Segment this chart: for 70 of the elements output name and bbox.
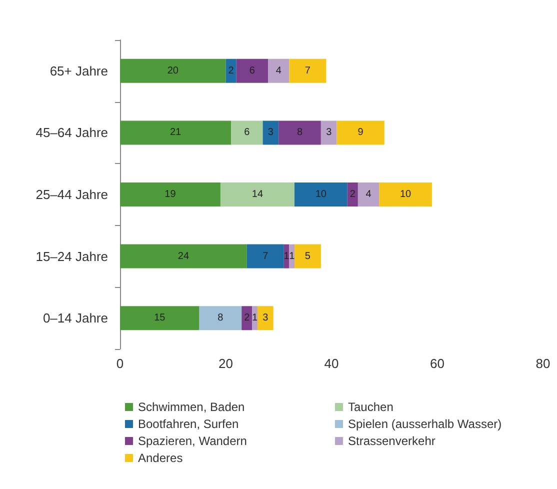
data-label: 24 — [178, 250, 190, 262]
bar — [268, 58, 290, 83]
data-label: 6 — [249, 65, 256, 76]
bar — [294, 244, 321, 268]
data-label: 6 — [244, 127, 250, 138]
bar — [336, 120, 384, 145]
bar — [120, 58, 226, 83]
legend-label: Bootfahren, Surfen — [138, 417, 239, 431]
bar — [257, 306, 274, 330]
data-label: 20 — [167, 65, 179, 76]
data-label: 9 — [358, 127, 364, 138]
bar — [242, 306, 252, 330]
data-label: 1 — [284, 250, 290, 262]
data-label: 8 — [296, 127, 303, 138]
data-label: 2 — [244, 312, 250, 324]
y-tick-label: 0–14 Jahre — [42, 310, 108, 326]
bar — [262, 120, 279, 145]
bar — [226, 58, 236, 83]
bar — [220, 182, 294, 206]
bar — [294, 182, 348, 206]
bar — [289, 58, 326, 83]
data-label: 2 — [350, 189, 356, 200]
legend-label: Tauchen — [348, 400, 394, 414]
data-label: 3 — [262, 312, 269, 324]
legend-label: Schwimmen, Baden — [138, 400, 245, 414]
x-tick-label: 80 — [536, 356, 550, 371]
bar — [120, 306, 200, 330]
data-label: 7 — [304, 65, 311, 76]
bar — [278, 120, 321, 145]
bar — [246, 244, 284, 268]
data-label: 15 — [154, 312, 166, 324]
data-label: 8 — [218, 312, 224, 324]
data-label: 10 — [400, 189, 412, 200]
bar — [120, 120, 232, 145]
bar — [236, 58, 268, 83]
data-label: 5 — [304, 250, 311, 262]
bar — [358, 182, 380, 206]
data-label: 19 — [164, 189, 176, 200]
y-tick-label: 65+ Jahre — [50, 63, 108, 78]
data-label: 4 — [276, 65, 282, 76]
bar — [199, 306, 242, 330]
legend-label: Spielen (ausserhalb Wasser) — [348, 417, 502, 431]
legend-label: Strassenverkehr — [348, 434, 436, 448]
bar — [320, 120, 337, 145]
data-label: 7 — [262, 250, 269, 262]
legend-label: Spazieren, Wandern — [138, 434, 247, 448]
data-label: 21 — [170, 127, 182, 138]
data-label: 1 — [289, 250, 296, 262]
bar — [289, 244, 294, 268]
data-label: 4 — [366, 189, 372, 200]
data-label: 3 — [268, 127, 274, 138]
x-tick-label: 40 — [324, 356, 339, 371]
data-label: 3 — [326, 127, 332, 138]
x-tick-label: 20 — [218, 356, 233, 371]
x-tick-label: 0 — [116, 356, 124, 371]
x-tick-label: 60 — [430, 356, 444, 371]
y-tick-label: 15–24 Jahre — [36, 248, 108, 264]
bar — [231, 120, 263, 145]
y-tick-label: 45–64 Jahre — [36, 125, 108, 140]
y-tick-label: 25–44 Jahre — [36, 187, 108, 202]
bar — [347, 182, 358, 206]
data-label: 14 — [252, 189, 264, 200]
data-label: 10 — [315, 189, 327, 200]
data-label: 2 — [228, 65, 234, 76]
legend-label: Anderes — [138, 451, 183, 465]
bar — [120, 182, 220, 206]
bar — [252, 306, 258, 330]
bar — [120, 244, 247, 268]
data-label: 1 — [252, 312, 258, 324]
bar — [379, 182, 432, 206]
